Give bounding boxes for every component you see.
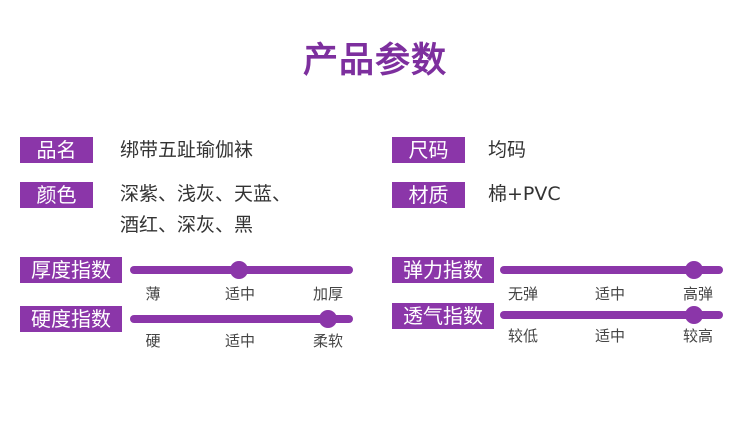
thickness-tick-label: 薄 bbox=[145, 285, 161, 303]
color-label: 颜色 bbox=[20, 182, 93, 208]
name-value: 绑带五趾瑜伽袜 bbox=[120, 139, 254, 161]
elasticity-tick-label: 高弹 bbox=[682, 285, 714, 303]
color-value-line2: 酒红、深灰、黑 bbox=[120, 214, 254, 236]
thickness-slider bbox=[130, 261, 353, 279]
elasticity-tick-label: 无弹 bbox=[507, 285, 539, 303]
breathability-slider bbox=[500, 306, 723, 324]
material-label: 材质 bbox=[392, 182, 465, 208]
hardness-label: 硬度指数 bbox=[20, 306, 122, 332]
hardness-slider-knob bbox=[319, 310, 338, 328]
elasticity-slider bbox=[500, 261, 723, 279]
thickness-label: 厚度指数 bbox=[20, 257, 122, 283]
elasticity-slider-knob bbox=[685, 261, 703, 279]
thickness-tick-label: 加厚 bbox=[312, 285, 344, 303]
breathability-tick-label: 较低 bbox=[507, 327, 539, 345]
breathability-tick-label: 较高 bbox=[682, 327, 714, 345]
size-value: 均码 bbox=[488, 139, 527, 161]
name-label: 品名 bbox=[20, 137, 93, 163]
elasticity-tick-label: 适中 bbox=[594, 285, 626, 303]
hardness-slider bbox=[130, 310, 353, 328]
color-value-line1: 深紫、浅灰、天蓝、 bbox=[120, 183, 292, 205]
breathability-label: 透气指数 bbox=[392, 303, 494, 329]
hardness-tick-label: 适中 bbox=[224, 332, 256, 350]
size-label: 尺码 bbox=[392, 137, 465, 163]
thickness-tick-label: 适中 bbox=[224, 285, 256, 303]
breathability-slider-knob bbox=[685, 306, 703, 324]
elasticity-label: 弹力指数 bbox=[392, 257, 494, 283]
material-value: 棉+PVC bbox=[488, 183, 561, 205]
hardness-tick-label: 硬 bbox=[145, 332, 161, 350]
page-title: 产品参数 bbox=[302, 41, 447, 81]
thickness-slider-knob bbox=[230, 261, 249, 279]
hardness-tick-label: 柔软 bbox=[312, 332, 344, 350]
breathability-tick-label: 适中 bbox=[594, 327, 626, 345]
